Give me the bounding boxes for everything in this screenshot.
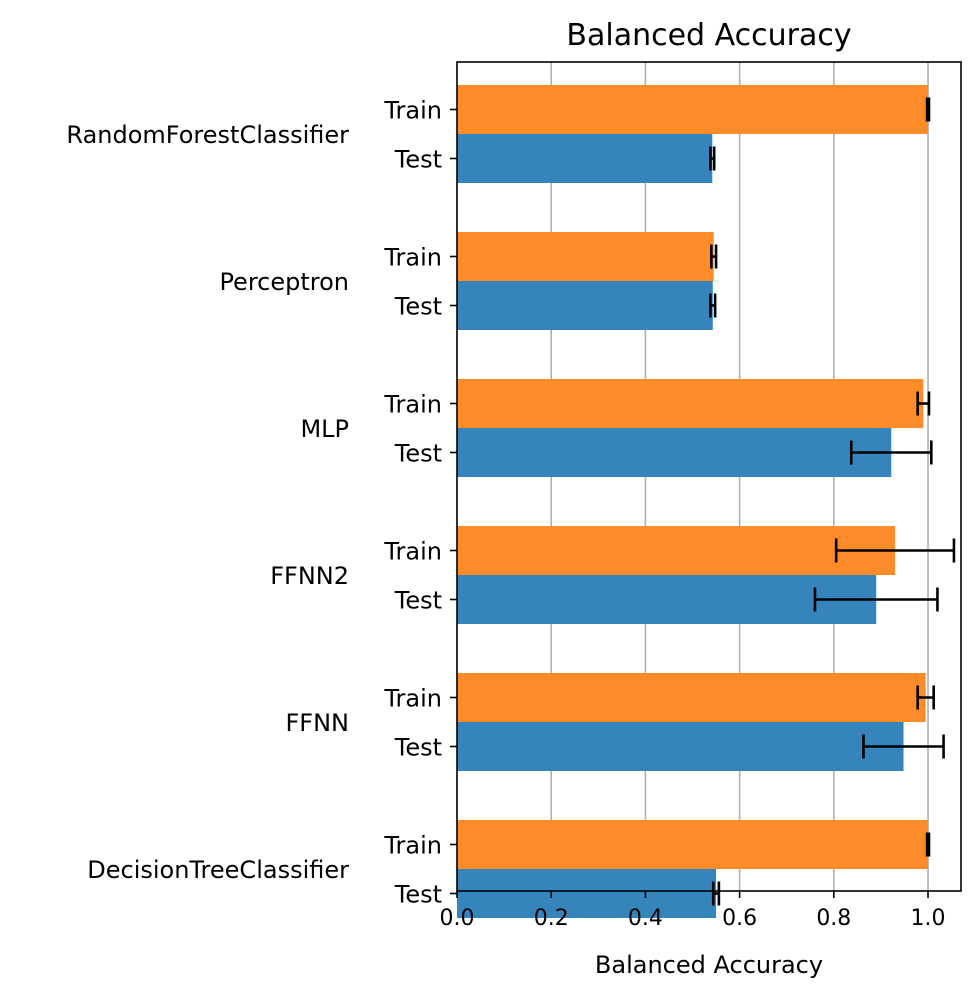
category-label: Perceptron — [219, 268, 349, 296]
x-tick-label: 0.8 — [816, 906, 851, 931]
category-label: DecisionTreeClassifier — [87, 856, 349, 884]
train-label: Train — [383, 538, 442, 566]
train-label: Train — [383, 97, 442, 125]
test-label: Test — [394, 734, 442, 762]
category-label: FFNN2 — [270, 562, 349, 590]
y-axis-labels: RandomForestClassifier Train Test Perceptro… — [66, 97, 457, 909]
train-bar — [457, 85, 929, 134]
test-label: Test — [394, 440, 442, 468]
category-label: FFNN — [285, 709, 349, 737]
x-tick-label: 0.2 — [534, 906, 569, 931]
x-axis-ticks: 0.0 0.2 0.4 0.6 0.8 1.0 — [440, 891, 946, 931]
test-bar — [457, 134, 713, 183]
train-label: Train — [383, 832, 442, 860]
train-bar — [457, 820, 929, 869]
train-bar — [457, 379, 924, 428]
test-bar — [457, 428, 892, 477]
train-label: Train — [383, 685, 442, 713]
x-tick-label: 1.0 — [911, 906, 946, 931]
test-bar — [457, 281, 713, 330]
error-bars — [709, 97, 956, 906]
bars — [457, 85, 929, 918]
train-label: Train — [383, 244, 442, 272]
x-tick-label: 0.0 — [440, 906, 475, 931]
plot-frame — [456, 61, 962, 892]
test-label: Test — [394, 587, 442, 615]
x-axis-label: Balanced Accuracy — [595, 951, 823, 979]
chart-title: Balanced Accuracy — [566, 18, 851, 53]
test-label: Test — [394, 146, 442, 174]
test-label: Test — [394, 881, 442, 909]
train-label: Train — [383, 391, 442, 419]
test-label: Test — [394, 293, 442, 321]
x-tick-label: 0.6 — [722, 906, 757, 931]
test-bar — [457, 722, 904, 771]
category-label: RandomForestClassifier — [66, 121, 349, 149]
x-tick-label: 0.4 — [628, 906, 663, 931]
test-bar — [457, 575, 877, 624]
train-bar — [457, 526, 896, 575]
train-bar — [457, 232, 714, 281]
test-bar — [457, 869, 717, 918]
category-label: MLP — [300, 415, 349, 443]
train-bar — [457, 673, 926, 722]
